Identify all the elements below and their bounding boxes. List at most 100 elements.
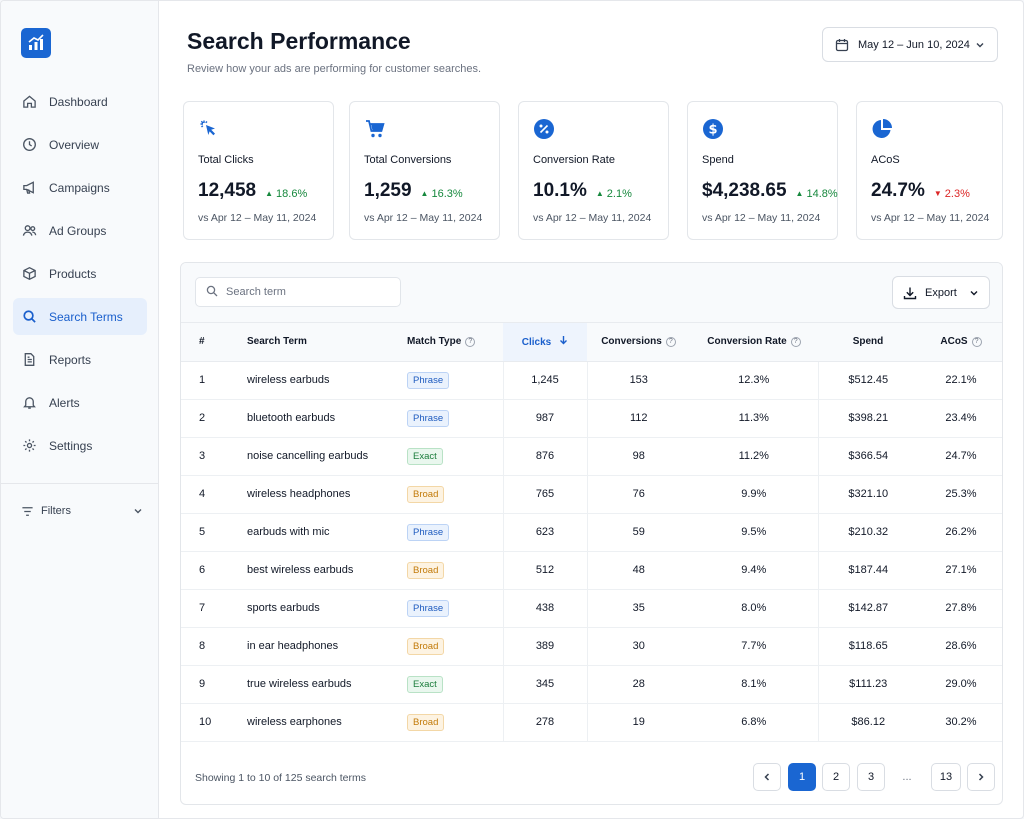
clicks-cell: 278 xyxy=(502,703,588,742)
spend-cell: $142.87 xyxy=(817,589,918,628)
megaphone-icon xyxy=(21,180,37,196)
pagination-page-13[interactable]: 13 xyxy=(931,763,961,791)
kpi-delta: ▲ 16.3% xyxy=(420,187,463,200)
match-type-badge: Phrase xyxy=(407,523,450,541)
clicks-cell: 623 xyxy=(502,513,588,552)
kpi-delta: ▼ 2.3% xyxy=(933,187,970,200)
search-term-cell: earbuds with mic xyxy=(241,513,397,552)
triangle-down-icon: ▼ xyxy=(933,189,942,198)
table-row[interactable]: 6 best wireless earbuds Broad 512 48 9.4% $187… xyxy=(181,551,1002,590)
sidebar-item-alerts[interactable]: Alerts xyxy=(13,384,147,421)
column-header-spend[interactable]: Spend xyxy=(818,323,918,362)
acos-cell: 25.3% xyxy=(918,475,1002,514)
pagination-ellipsis: ... xyxy=(902,771,912,783)
table-row[interactable]: 10 wireless earphones Broad 278 19 6.8% $86.12… xyxy=(181,703,1002,742)
sidebar-divider xyxy=(1,483,158,484)
sidebar-item-overview[interactable]: Overview xyxy=(13,126,147,163)
table-row[interactable]: 3 noise cancelling earbuds Exact 876 98 11.2%… xyxy=(181,437,1002,476)
spend-cell: $398.21 xyxy=(817,399,918,438)
help-icon[interactable]: ? xyxy=(790,336,801,347)
column-header-conversions[interactable]: Conversions? xyxy=(587,323,690,362)
table-row[interactable]: 5 earbuds with mic Phrase 623 59 9.5% $210.32 2… xyxy=(181,513,1002,552)
percent-icon xyxy=(533,118,555,140)
help-icon[interactable]: ? xyxy=(971,336,982,347)
conversions-cell: 112 xyxy=(587,399,690,438)
kpi-label: Spend xyxy=(702,154,734,166)
bar-chart-logo-icon xyxy=(28,34,44,50)
sidebar-item-campaigns[interactable]: Campaigns xyxy=(13,169,147,206)
triangle-up-icon: ▲ xyxy=(795,189,804,198)
filter-icon xyxy=(21,505,35,518)
table-body: 1 wireless earbuds Phrase 1,245 153 12.3% $512… xyxy=(181,361,1002,742)
search-terms-panel: Export # Search Term Match Type? Clicks … xyxy=(180,262,1003,805)
table-row[interactable]: 2 bluetooth earbuds Phrase 987 112 11.3% $398.… xyxy=(181,399,1002,438)
conversion-rate-cell: 9.4% xyxy=(690,551,818,590)
sidebar-item-dashboard[interactable]: Dashboard xyxy=(13,83,147,120)
pagination-page-3[interactable]: 3 xyxy=(857,763,885,791)
match-type-cell: Broad xyxy=(397,475,503,514)
match-type-badge: Exact xyxy=(407,447,443,465)
match-type-cell: Exact xyxy=(397,665,503,704)
date-range-picker[interactable]: May 12 – Jun 10, 2024 xyxy=(822,27,998,62)
kpi-value: 10.1% xyxy=(533,180,587,201)
table-row[interactable]: 9 true wireless earbuds Exact 345 28 8.1% $111… xyxy=(181,665,1002,704)
column-header-match-type[interactable]: Match Type? xyxy=(397,323,503,362)
column-header-acos[interactable]: ACoS? xyxy=(918,323,1002,362)
conversions-cell: 19 xyxy=(587,703,690,742)
kpi-label: ACoS xyxy=(871,154,900,166)
sidebar-item-reports[interactable]: Reports xyxy=(13,341,147,378)
match-type-cell: Broad xyxy=(397,627,503,666)
pagination-page-1[interactable]: 1 xyxy=(788,763,816,791)
acos-cell: 22.1% xyxy=(918,361,1002,400)
table-row[interactable]: 8 in ear headphones Broad 389 30 7.7% $118.65 2… xyxy=(181,627,1002,666)
search-terms-table: # Search Term Match Type? Clicks Convers… xyxy=(181,323,1002,742)
sidebar-item-label: Search Terms xyxy=(49,309,123,324)
kpi-delta: ▲ 14.8% xyxy=(795,187,838,200)
conversion-rate-cell: 8.0% xyxy=(690,589,818,628)
clicks-cell: 876 xyxy=(502,437,588,476)
pagination-next-button[interactable] xyxy=(967,763,995,791)
sidebar-item-search-terms[interactable]: Search Terms xyxy=(13,298,147,335)
table-row[interactable]: 4 wireless headphones Broad 765 76 9.9% $321.1… xyxy=(181,475,1002,514)
column-header-clicks[interactable]: Clicks xyxy=(503,323,587,362)
sidebar-item-settings[interactable]: Settings xyxy=(13,427,147,464)
cart-icon xyxy=(364,118,386,140)
pagination-page-2[interactable]: 2 xyxy=(822,763,850,791)
filters-toggle[interactable]: Filters xyxy=(21,501,143,521)
sidebar-item-label: Reports xyxy=(49,352,92,367)
document-icon xyxy=(21,352,37,368)
bell-icon xyxy=(21,395,37,411)
acos-cell: 29.0% xyxy=(918,665,1002,704)
sidebar-item-products[interactable]: Products xyxy=(13,255,147,292)
search-term-cell: bluetooth earbuds xyxy=(241,399,397,438)
search-term-input[interactable] xyxy=(226,286,386,298)
pagination-prev-button[interactable] xyxy=(753,763,781,791)
app-logo[interactable] xyxy=(21,28,51,58)
kpi-card-acos: ACoS 24.7% ▼ 2.3% vs Apr 12 – May 11, 202… xyxy=(856,101,1003,240)
table-row[interactable]: 7 sports earbuds Phrase 438 35 8.0% $142.87 27.… xyxy=(181,589,1002,628)
match-type-badge: Phrase xyxy=(407,599,450,617)
kpi-compare: vs Apr 12 – May 11, 2024 xyxy=(533,212,652,224)
table-toolbar: Export xyxy=(181,263,1002,323)
help-icon[interactable]: ? xyxy=(665,336,676,347)
column-header-conversion-rate[interactable]: Conversion Rate? xyxy=(690,323,818,362)
match-type-cell: Phrase xyxy=(397,361,503,400)
help-icon[interactable]: ? xyxy=(465,336,476,347)
chevron-down-icon xyxy=(975,40,985,50)
kpi-delta: ▲ 18.6% xyxy=(265,187,308,200)
column-header-search-term[interactable]: Search Term xyxy=(241,323,397,362)
export-button[interactable]: Export xyxy=(892,276,990,309)
row-number: 6 xyxy=(181,551,241,590)
sidebar-item-ad-groups[interactable]: Ad Groups xyxy=(13,212,147,249)
row-number: 1 xyxy=(181,361,241,400)
row-number: 2 xyxy=(181,399,241,438)
export-label: Export xyxy=(925,286,957,299)
kpi-compare: vs Apr 12 – May 11, 2024 xyxy=(364,212,483,224)
sidebar-item-label: Settings xyxy=(49,438,93,453)
cursor-click-icon xyxy=(198,118,220,140)
table-row[interactable]: 1 wireless earbuds Phrase 1,245 153 12.3% $512… xyxy=(181,361,1002,400)
clicks-cell: 1,245 xyxy=(502,361,588,400)
sidebar-item-label: Overview xyxy=(49,137,100,152)
match-type-badge: Broad xyxy=(407,713,445,731)
match-type-badge: Phrase xyxy=(407,371,450,389)
